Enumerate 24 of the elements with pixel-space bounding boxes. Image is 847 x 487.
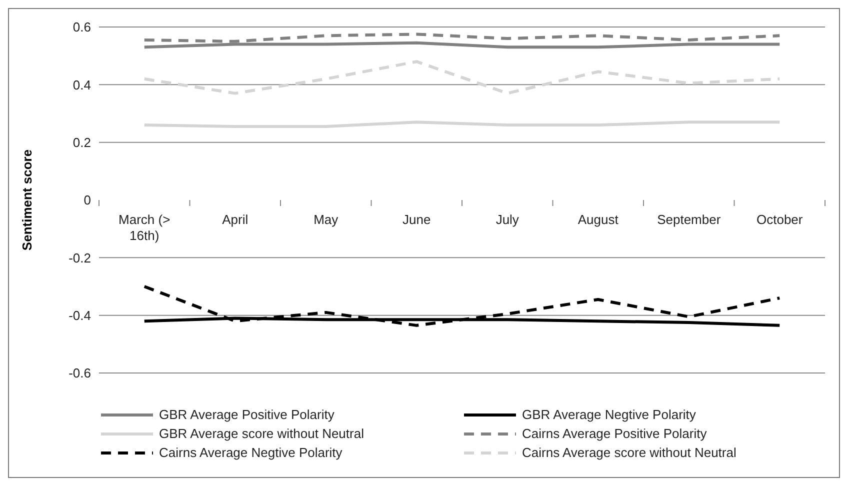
x-tick-label: September (657, 212, 722, 227)
legend-label: Cairns Average Negtive Polarity (159, 445, 342, 460)
legend-label: Cairns Average Positive Polarity (522, 426, 707, 441)
y-axis-title: Sentiment score (20, 149, 35, 251)
line-series (142, 60, 782, 95)
legend-label: GBR Average Negtive Polarity (522, 407, 696, 422)
x-tick-label: June (402, 212, 431, 227)
x-tick-label: August (578, 212, 619, 227)
x-tick-label: May (314, 212, 339, 227)
line-series (142, 285, 782, 327)
y-tick-label: 0.6 (72, 20, 91, 35)
y-tick-label: 0.4 (72, 77, 91, 92)
y-tick-label: -0.6 (68, 366, 91, 381)
x-tick-label: October (756, 212, 804, 227)
legend-label: GBR Average score without Neutral (159, 426, 364, 441)
y-tick-label: 0 (84, 192, 91, 208)
x-tick-label: July (496, 212, 520, 227)
y-tick-label: -0.4 (68, 308, 91, 323)
legend-label: Cairns Average score without Neutral (522, 445, 736, 460)
legend-label: GBR Average Positive Polarity (159, 407, 334, 422)
x-tick-label: March (> 16th) (118, 212, 170, 243)
x-tick-label: April (222, 212, 248, 227)
y-tick-label: 0.2 (72, 134, 91, 150)
y-tick-label: -0.2 (68, 250, 91, 266)
